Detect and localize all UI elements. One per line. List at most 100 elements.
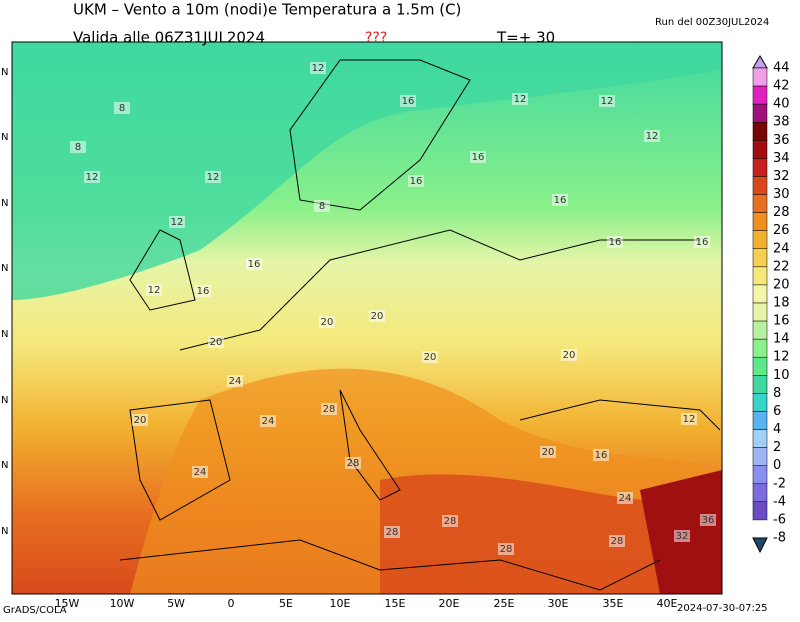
contour-label-bg [512, 93, 528, 105]
contour-label: 28 [611, 536, 624, 547]
colorbar-box [752, 447, 768, 466]
contour-label: 24 [262, 416, 275, 427]
colorbar-label: 30 [773, 187, 790, 202]
colorbar-label: -4 [773, 494, 786, 509]
colorbar-label: 2 [773, 440, 781, 455]
contour-label: 16 [554, 195, 567, 206]
contour-label: 16 [472, 152, 485, 163]
contour-label: 24 [619, 493, 632, 504]
contour-label-bg [70, 141, 86, 153]
lon-label: 10W [110, 597, 135, 610]
contour-label-bg [470, 151, 486, 163]
contour-label: 28 [323, 404, 336, 415]
contour-label: 20 [424, 352, 437, 363]
colorbar-box [752, 266, 768, 286]
lat-label: N [1, 263, 8, 274]
colorbar-label: 38 [773, 115, 790, 130]
colorbar-label: 40 [773, 97, 790, 112]
colorbar-label: 32 [773, 169, 790, 184]
colorbar-label: 20 [773, 277, 790, 292]
colorbar-box [752, 375, 768, 394]
lon-label: 30E [548, 597, 569, 610]
lat-label: N [1, 526, 8, 537]
colorbar-triangle [752, 537, 768, 554]
contour-label-bg [314, 200, 330, 212]
contour-label-bg [552, 194, 568, 206]
colorbar-label: 12 [773, 350, 790, 365]
contour-label: 28 [386, 527, 399, 538]
contour-label-bg [345, 457, 361, 469]
colorbar-box [752, 356, 768, 376]
contour-label-bg [599, 95, 615, 107]
cool-area [12, 42, 722, 300]
contour-label: 28 [347, 458, 360, 469]
contour-label: 12 [601, 96, 614, 107]
colorbar-box [752, 176, 768, 195]
contour-label: 16 [410, 176, 423, 187]
contour-label: 16 [248, 259, 261, 270]
lon-label: 0 [228, 597, 235, 610]
contour-label-bg [609, 535, 625, 547]
contour-label-bg [84, 171, 100, 183]
contour-label: 16 [197, 286, 210, 297]
lon-label: 15W [55, 597, 80, 610]
contour-label: 8 [119, 103, 125, 114]
colorbar-triangle [752, 55, 768, 69]
contour-label-bg [700, 514, 716, 526]
contour-label-bg [260, 415, 276, 427]
colorbar-box [752, 429, 768, 448]
colorbar-box [752, 248, 768, 268]
colorbar-label: 6 [773, 404, 781, 419]
colorbar-box [752, 320, 768, 340]
contour-label: 12 [148, 285, 161, 296]
coastlines [119, 59, 721, 591]
colorbar-label: 16 [773, 314, 790, 329]
contour-label-bg [208, 336, 224, 348]
contour-label-bg [319, 316, 335, 328]
contour-label: 8 [75, 142, 81, 153]
colorbar-label: 24 [773, 241, 790, 256]
colorbar-box [752, 212, 768, 231]
contour-label-bg [681, 413, 697, 425]
footer-left: GrADS/COLA [3, 605, 67, 616]
hot-area [380, 474, 722, 594]
contour-label-bg [192, 466, 208, 478]
colorbar-box [752, 284, 768, 304]
colorbar-box [752, 465, 768, 485]
colorbar-box [752, 338, 768, 358]
colorbar-box [752, 67, 768, 87]
contour-label: 20 [134, 415, 147, 426]
contour-label-bg [644, 130, 660, 142]
valid-time: Valida alle 06Z31JUL2024 [73, 29, 265, 47]
lat-label: N [1, 67, 8, 78]
contour-label-bg [169, 216, 185, 228]
contour-label: 12 [86, 172, 99, 183]
contour-label: 28 [500, 544, 513, 555]
colorbar-box [752, 158, 768, 177]
contour-label: 16 [696, 237, 709, 248]
lon-label: 35E [603, 597, 624, 610]
contour-label: 8 [319, 201, 325, 212]
colorbar-label: 22 [773, 259, 790, 274]
contour-label: 20 [563, 350, 576, 361]
contour-label-bg [400, 95, 416, 107]
contour-label-bg [205, 171, 221, 183]
contour-label-bg [227, 375, 243, 387]
contour-label: 32 [676, 531, 689, 542]
contour-label-bg [132, 414, 148, 426]
lon-label: 5E [279, 597, 293, 610]
lat-label: N [1, 395, 8, 406]
colorbar-box [752, 483, 768, 503]
colorbar-label: -6 [773, 512, 786, 527]
flag: ??? [365, 30, 387, 46]
contour-label: 20 [371, 311, 384, 322]
contour-label-bg [694, 236, 710, 248]
contour-label-bg [674, 530, 690, 542]
lon-label: 20E [439, 597, 460, 610]
colorbar-label: 8 [773, 386, 781, 401]
colorbar-label: 28 [773, 205, 790, 220]
contour-label-bg [593, 449, 609, 461]
contour-label-bg [422, 351, 438, 363]
colorbar-label: 0 [773, 458, 781, 473]
